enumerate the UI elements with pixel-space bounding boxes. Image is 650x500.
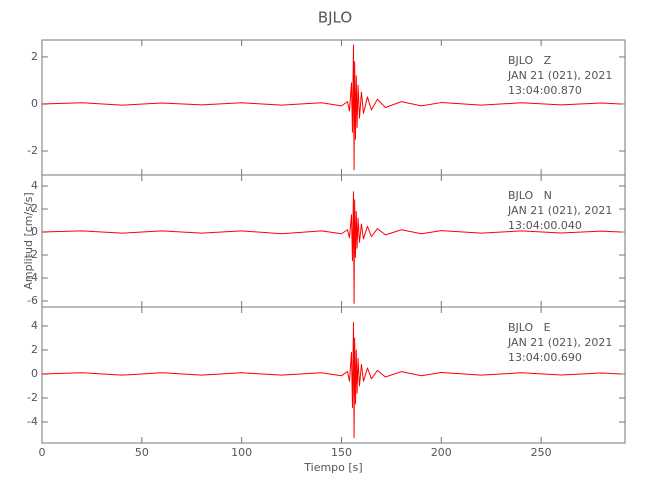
annotation: 13:04:00.870 — [508, 84, 582, 97]
annotation: 13:04:00.040 — [508, 219, 582, 232]
y-tick-label: -2 — [27, 144, 38, 157]
chart-title: BJLO — [318, 9, 352, 27]
y-tick-label: 0 — [31, 97, 38, 110]
y-tick-label: -2 — [27, 248, 38, 261]
y-tick-label: 0 — [31, 367, 38, 380]
y-tick-label: 2 — [31, 202, 38, 215]
y-axis-label: Amplitud [cm/s/s] — [22, 192, 35, 289]
panel-frame — [41, 306, 626, 444]
x-tick-label: 200 — [431, 446, 452, 459]
annotation: JAN 21 (021), 2021 — [507, 69, 612, 82]
x-tick-label: 100 — [231, 446, 252, 459]
x-tick-label: 0 — [39, 446, 46, 459]
y-tick-label: 2 — [31, 343, 38, 356]
trace — [41, 191, 622, 304]
x-tick-label: 150 — [331, 446, 352, 459]
annotation: BJLO E — [508, 321, 551, 334]
annotation: BJLO Z — [508, 54, 552, 67]
annotation: BJLO N — [508, 189, 552, 202]
trace — [41, 321, 622, 439]
trace — [41, 44, 622, 171]
y-tick-label: -6 — [27, 294, 38, 307]
y-tick-label: 4 — [31, 179, 38, 192]
annotation: JAN 21 (021), 2021 — [507, 336, 612, 349]
annotation: 13:04:00.690 — [508, 351, 582, 364]
y-tick-label: -2 — [27, 391, 38, 404]
y-tick-label: 2 — [31, 50, 38, 63]
x-tick-label: 50 — [135, 446, 149, 459]
y-tick-label: -4 — [27, 415, 38, 428]
y-tick-label: 4 — [31, 319, 38, 332]
x-axis-label: Tiempo [s] — [303, 461, 362, 474]
annotation: JAN 21 (021), 2021 — [507, 204, 612, 217]
y-tick-label: 0 — [31, 225, 38, 238]
x-tick-label: 250 — [531, 446, 552, 459]
y-tick-label: -4 — [27, 271, 38, 284]
